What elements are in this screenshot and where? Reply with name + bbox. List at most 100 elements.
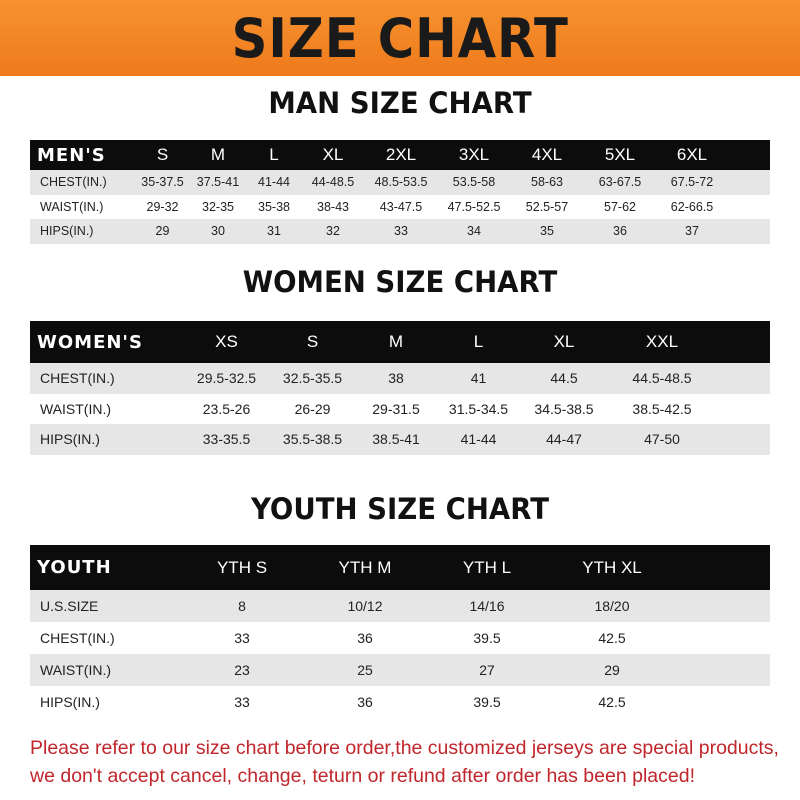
banner: SIZE CHART — [0, 0, 800, 76]
table-cell: 10/12 — [347, 598, 383, 614]
table-cell: XS — [215, 332, 238, 351]
table-cell: 37.5-41 — [196, 175, 240, 190]
table-cell: YTH L — [462, 557, 512, 577]
table-row: CHEST(IN.) 35-37.5 37.5-41 41-44 44-48.5 48.5… — [30, 170, 770, 195]
row-label: HIPS(IN.) — [40, 431, 100, 448]
table-row: U.S.SIZE 8 10/12 14/16 18/20 — [30, 590, 770, 622]
table-cell: 63-67.5 — [598, 175, 642, 190]
youth-size-table: YOUTH YTH S YTH M YTH L YTH XL U.S.SIZE 8 10/12… — [30, 545, 770, 718]
row-label: HIPS(IN.) — [40, 694, 100, 710]
table-cell: 34 — [467, 224, 481, 239]
table-cell: 47.5-52.5 — [447, 199, 501, 214]
table-cell: 5XL — [604, 145, 636, 164]
table-cell: 35-37.5 — [141, 175, 184, 190]
row-label: WOMEN'S — [37, 331, 143, 353]
banner-title: SIZE CHART — [231, 6, 569, 70]
women-size-table: WOMEN'S XS S M L XL XXL CHEST(IN.) 29.5-32.5 32.5… — [30, 321, 770, 455]
table-cell: 34.5-38.5 — [534, 400, 594, 417]
table-cell: 41 — [470, 370, 487, 387]
table-header-row: YOUTH YTH S YTH M YTH L YTH XL — [30, 545, 770, 590]
table-cell: 41-44 — [258, 175, 290, 190]
table-cell: 29.5-32.5 — [196, 370, 257, 387]
table-cell: 26-29 — [294, 400, 331, 417]
table-cell: 29-31.5 — [372, 400, 420, 417]
table-cell: 31 — [267, 224, 281, 239]
table-cell: 32.5-35.5 — [282, 370, 343, 387]
table-cell: 38 — [388, 370, 404, 387]
table-cell: 29 — [604, 662, 620, 678]
table-cell: 35-38 — [258, 199, 290, 214]
table-cell: 44.5-48.5 — [632, 370, 692, 387]
men-size-table: MEN'S S M L XL 2XL 3XL 4XL 5XL 6XL CHEST(IN.) 35-37… — [30, 140, 770, 244]
row-label: MEN'S — [37, 144, 106, 166]
table-cell: 48.5-53.5 — [374, 175, 428, 190]
table-cell: S — [156, 145, 169, 164]
table-cell: 58-63 — [531, 175, 563, 190]
row-label: HIPS(IN.) — [40, 224, 94, 239]
table-cell: 44-47 — [546, 431, 582, 448]
table-cell: XXL — [645, 332, 679, 351]
table-cell: L — [269, 145, 279, 164]
row-label: WAIST(IN.) — [40, 662, 112, 678]
table-cell: 39.5 — [473, 630, 501, 646]
table-cell: 32-35 — [202, 199, 234, 214]
table-cell: 36 — [357, 694, 373, 710]
table-cell: 39.5 — [473, 694, 501, 710]
table-cell: 37 — [685, 224, 699, 239]
table-cell: 36 — [357, 630, 373, 646]
table-cell: 42.5 — [598, 694, 626, 710]
table-cell: 30 — [211, 224, 225, 239]
table-cell: 3XL — [458, 145, 490, 164]
women-chart-title: WOMEN SIZE CHART — [242, 265, 558, 299]
table-cell: 32 — [326, 224, 340, 239]
table-cell: 25 — [357, 662, 373, 678]
table-cell: M — [210, 145, 226, 164]
table-row: CHEST(IN.) 29.5-32.5 32.5-35.5 38 41 44.5 44.5… — [30, 363, 770, 394]
row-label: WAIST(IN.) — [40, 199, 104, 214]
table-cell: 41-44 — [460, 431, 497, 448]
table-cell: XL — [322, 145, 344, 164]
row-label: YOUTH — [37, 557, 112, 578]
table-cell: 23 — [234, 662, 250, 678]
table-cell: L — [473, 332, 484, 351]
table-cell: 23.5-26 — [202, 400, 251, 417]
table-row: WAIST(IN.) 23 25 27 29 — [30, 654, 770, 686]
table-cell: 33 — [234, 694, 250, 710]
table-cell: M — [388, 332, 404, 351]
table-cell: 53.5-58 — [452, 175, 496, 190]
table-cell: 42.5 — [598, 630, 626, 646]
youth-chart-title: YOUTH SIZE CHART — [250, 492, 550, 526]
row-label: U.S.SIZE — [40, 598, 99, 614]
notice-line-2: we don't accept cancel, change, teturn o… — [30, 765, 695, 787]
table-row: HIPS(IN.) 33-35.5 35.5-38.5 38.5-41 41-44 44-… — [30, 424, 770, 455]
row-label: CHEST(IN.) — [40, 175, 107, 190]
table-cell: 2XL — [385, 145, 417, 164]
table-header-row: MEN'S S M L XL 2XL 3XL 4XL 5XL 6XL — [30, 140, 770, 170]
table-cell: 67.5-72 — [670, 175, 714, 190]
table-cell: 44.5 — [550, 370, 578, 387]
table-cell: 6XL — [676, 145, 708, 164]
table-cell: 57-62 — [604, 199, 636, 214]
row-label: CHEST(IN.) — [40, 370, 115, 387]
table-cell: XL — [553, 332, 575, 351]
table-cell: 62-66.5 — [670, 199, 714, 214]
table-cell: 35 — [540, 224, 554, 239]
table-cell: 8 — [238, 598, 246, 614]
row-label: WAIST(IN.) — [40, 400, 112, 417]
table-row: WAIST(IN.) 23.5-26 26-29 29-31.5 31.5-34.5 34… — [30, 393, 770, 424]
table-cell: 52.5-57 — [525, 199, 569, 214]
table-cell: 33 — [394, 224, 408, 239]
table-cell: S — [306, 332, 319, 351]
table-cell: YTH XL — [582, 557, 642, 577]
men-chart-title: MAN SIZE CHART — [268, 86, 532, 120]
table-cell: 31.5-34.5 — [448, 400, 509, 417]
table-row: HIPS(IN.) 33 36 39.5 42.5 — [30, 686, 770, 718]
table-cell: 38.5-41 — [372, 431, 420, 448]
table-cell: 14/16 — [469, 598, 505, 614]
table-cell: 35.5-38.5 — [282, 431, 343, 448]
table-cell: 27 — [479, 662, 495, 678]
table-cell: 33-35.5 — [202, 431, 251, 448]
notice-line-1: Please refer to our size chart before or… — [30, 737, 779, 759]
table-row: WAIST(IN.) 29-32 32-35 35-38 38-43 43-47.5 47.… — [30, 194, 770, 219]
table-cell: 47-50 — [644, 431, 680, 448]
